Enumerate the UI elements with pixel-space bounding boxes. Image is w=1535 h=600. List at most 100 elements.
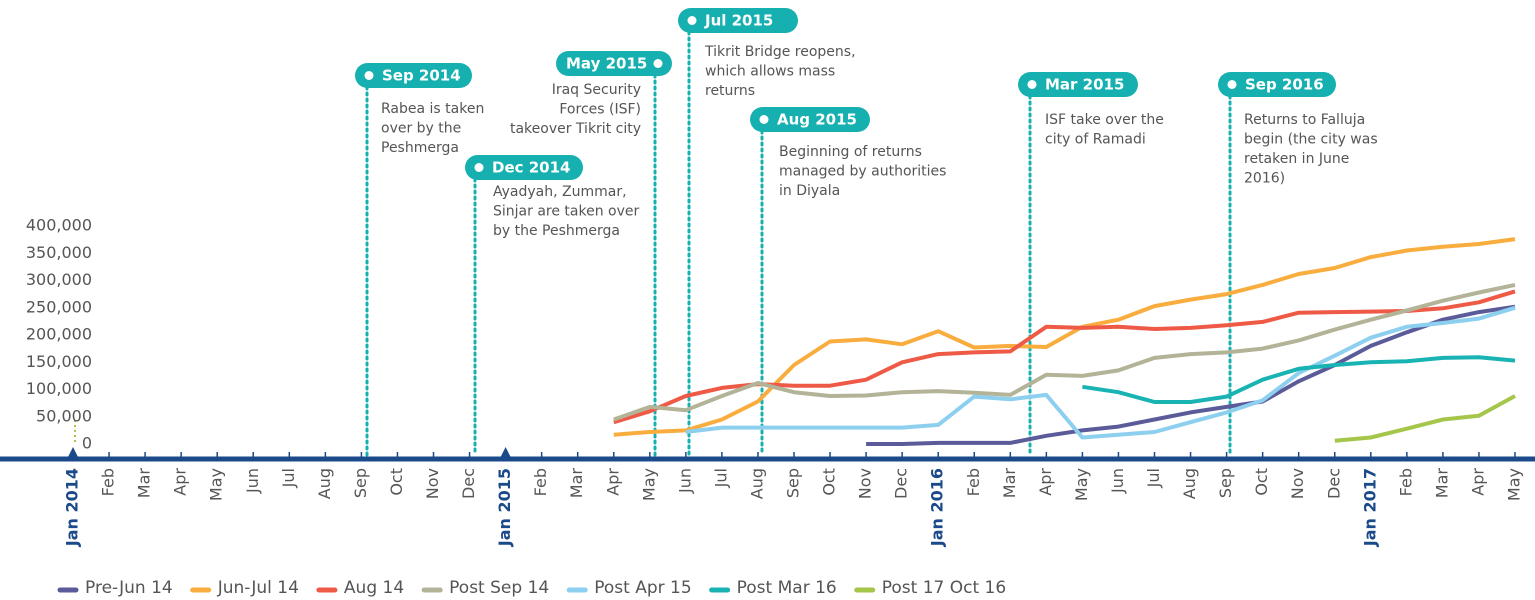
x-tick-label: Nov: [1288, 468, 1307, 499]
badge-dot: [687, 16, 697, 25]
x-tick-label: May: [207, 468, 226, 501]
x-tick-label: Oct: [1252, 468, 1271, 496]
event-text: which allows mass: [705, 64, 835, 80]
x-tick-label: Mar: [567, 468, 586, 499]
x-tick-label: Jun: [675, 468, 694, 494]
x-tick-label: Sep: [784, 468, 803, 498]
series-line: [613, 282, 1516, 422]
x-tick-label: Apr: [603, 468, 622, 496]
x-tick-label: Apr: [1468, 468, 1487, 496]
event-text: Iraq Security: [552, 82, 641, 98]
event-text: Sinjar are taken over: [493, 204, 639, 220]
badge-dot: [1027, 80, 1037, 89]
badge-dot: [474, 163, 484, 172]
event-label: Sep 2014: [382, 67, 461, 85]
event-text: ISF take over the: [1045, 112, 1164, 128]
x-tick-label: Mar: [135, 468, 154, 499]
event-text: city of Ramadi: [1045, 132, 1146, 148]
event-text: Ayadyah, Zummar,: [493, 184, 627, 200]
y-tick-label: 150,000: [26, 352, 92, 371]
y-tick-label: 350,000: [26, 243, 92, 262]
series-line: [866, 304, 1516, 446]
event-label: May 2015: [566, 55, 647, 73]
x-tick-label: May: [1505, 468, 1524, 501]
event-label: Sep 2016: [1245, 76, 1324, 94]
event-text: Tikrit Bridge reopens,: [704, 44, 856, 60]
x-tick-label: Feb: [531, 468, 550, 496]
event-badge: [465, 155, 583, 180]
badge-dot: [653, 59, 663, 68]
x-tick-label: Jul: [1144, 468, 1163, 488]
y-tick-label: 50,000: [36, 406, 92, 425]
x-tick-label: Jan 2017: [1360, 468, 1379, 547]
series-line: [685, 305, 1516, 440]
event-badge: [1018, 72, 1138, 97]
legend-label: Post Sep 14: [449, 578, 549, 598]
y-tick-label: 100,000: [26, 379, 92, 398]
y-tick-label: 250,000: [26, 297, 92, 316]
series-line: [1334, 394, 1516, 443]
event-text: Rabea is taken: [381, 101, 484, 117]
x-tick-label: Apr: [1036, 468, 1055, 496]
event-text: in Diyala: [779, 183, 840, 199]
x-tick-label: Feb: [1396, 468, 1415, 496]
event-text: Forces (ISF): [559, 102, 641, 118]
x-tick-label: Mar: [1432, 468, 1451, 499]
event-text: begin (the city was: [1244, 132, 1378, 148]
badge-dot: [759, 115, 769, 124]
legend-label: Jun-Jul 14: [217, 578, 299, 598]
series-line: [613, 237, 1516, 437]
legend-label: Post Apr 15: [594, 578, 691, 598]
x-tick-label: Jan 2014: [63, 468, 82, 547]
event-text: retaken in June: [1244, 151, 1349, 167]
event-badge: [678, 8, 798, 33]
y-tick-label: 0: [82, 434, 92, 453]
badge-dot: [364, 71, 374, 80]
legend-label: Aug 14: [344, 578, 404, 598]
event-badge: [556, 51, 672, 76]
event-text: Returns to Falluja: [1244, 112, 1365, 128]
x-tick-label: Nov: [423, 468, 442, 499]
year-marker: [67, 447, 79, 459]
x-tick-label: Aug: [1180, 468, 1199, 499]
x-tick-label: Aug: [747, 468, 766, 499]
x-tick-label: Feb: [99, 468, 118, 496]
event-badge: [750, 107, 870, 132]
x-tick-label: Aug: [315, 468, 334, 499]
x-tick-label: Feb: [964, 468, 983, 496]
x-tick-label: Sep: [351, 468, 370, 498]
legend-label: Post Mar 16: [737, 578, 837, 598]
x-tick-label: Jan 2016: [928, 468, 947, 547]
badge-dot: [1227, 80, 1237, 89]
x-tick-label: May: [1072, 468, 1091, 501]
x-tick-label: Jul: [279, 468, 298, 488]
x-tick-label: May: [639, 468, 658, 501]
x-tick-label: Sep: [1216, 468, 1235, 498]
x-tick-label: Jan 2015: [495, 468, 514, 547]
event-text: 2016): [1244, 171, 1285, 187]
x-tick-label: Oct: [820, 468, 839, 496]
x-tick-label: Mar: [1000, 468, 1019, 499]
x-tick-label: Jun: [243, 468, 262, 494]
y-tick-label: 300,000: [26, 270, 92, 289]
x-tick-label: Dec: [1324, 468, 1343, 499]
event-text: over by the: [381, 121, 461, 137]
x-tick-label: Oct: [387, 468, 406, 496]
event-label: Mar 2015: [1045, 76, 1124, 94]
series-line: [613, 289, 1516, 425]
event-text: managed by authorities: [779, 164, 946, 180]
y-tick-label: 200,000: [26, 325, 92, 344]
year-marker: [499, 447, 512, 459]
event-label: Jul 2015: [704, 12, 773, 30]
event-text: returns: [705, 83, 755, 99]
legend-label: Pre-Jun 14: [85, 578, 173, 598]
x-tick-label: Dec: [892, 468, 911, 499]
event-label: Aug 2015: [777, 111, 857, 129]
y-tick-label: 400,000: [26, 216, 92, 235]
event-text: by the Peshmerga: [493, 223, 620, 239]
x-tick-label: Dec: [459, 468, 478, 499]
event-badge: [355, 63, 472, 88]
event-badge: [1218, 72, 1336, 97]
event-text: Peshmerga: [381, 140, 459, 156]
